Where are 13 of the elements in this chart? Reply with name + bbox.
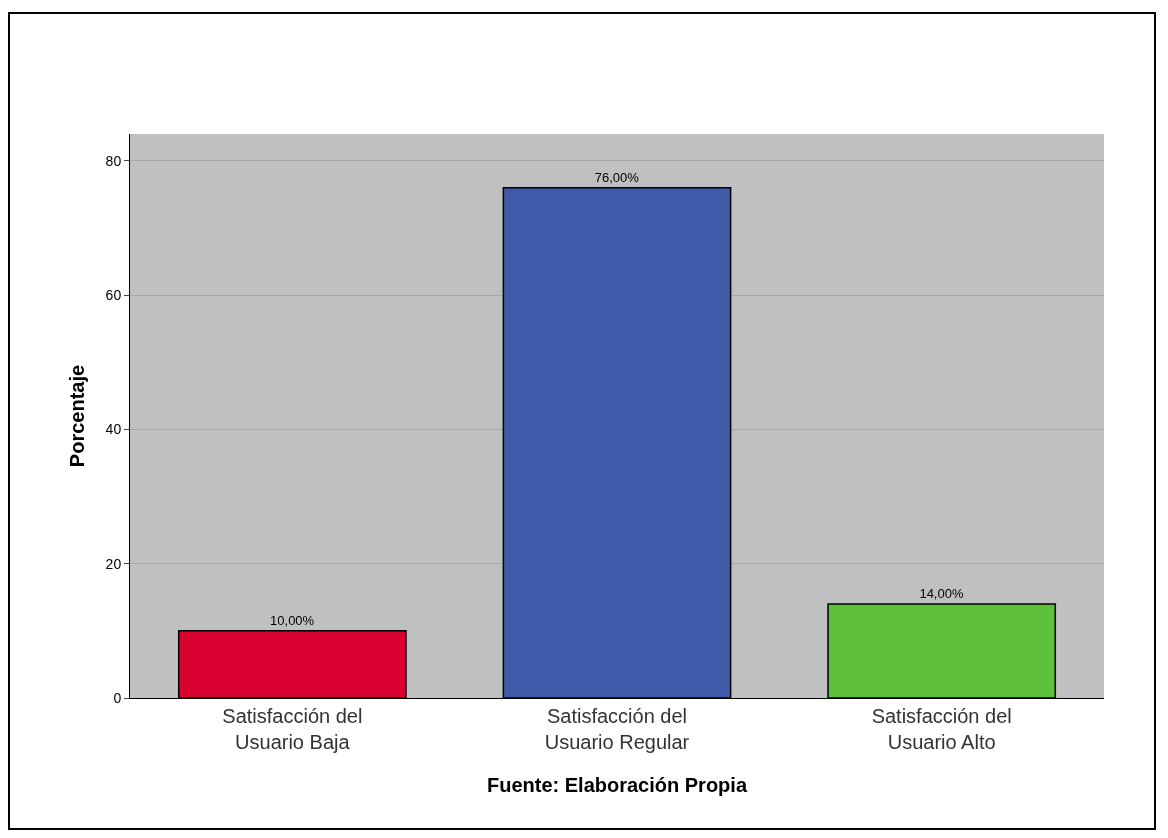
data-label: 10,00% (270, 612, 315, 628)
y-tick-label: 80 (105, 152, 122, 169)
y-tick-label: 0 (113, 689, 122, 706)
x-tick-label: Satisfacción del Usuario Baja (222, 705, 363, 753)
x-tick-label: Satisfacción del Usuario Alto (871, 705, 1012, 753)
y-axis-title: Porcentaje (66, 364, 89, 468)
y-tick-label: 60 (105, 287, 122, 304)
data-label: 76,00% (594, 169, 640, 185)
y-tick-label: 40 (105, 421, 122, 438)
y-tick-label: 20 (105, 555, 122, 572)
x-tick-label: Satisfacción del Usuario Regular (544, 705, 690, 753)
x-axis-title: Fuente: Elaboración Propia (486, 773, 748, 796)
data-label: 14,00% (919, 586, 964, 601)
